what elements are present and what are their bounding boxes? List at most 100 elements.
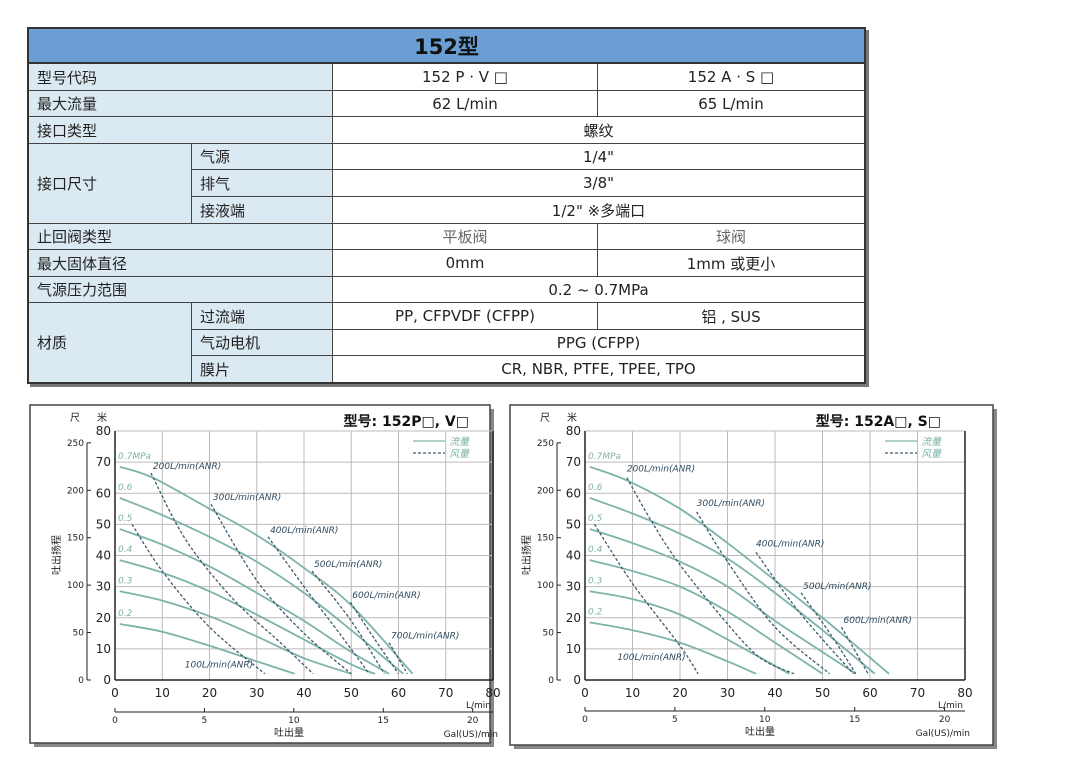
air-curve-700L/min(ANR)	[388, 642, 409, 675]
chart-2: 0 10 20 30 40 50 60 70 8001020304050607080050100…	[509, 404, 997, 749]
y-tick-label: 60	[96, 486, 111, 500]
label-exhaust-port: 排气	[192, 170, 333, 197]
ft-tick-label: 150	[537, 534, 554, 544]
x-unit-label: L/min	[938, 701, 963, 711]
label-max-flow: 最大流量	[29, 91, 333, 117]
x-tick-label: 80	[485, 686, 500, 700]
pressure-curve-0.7MPa	[589, 465, 890, 675]
motor-value: PPG (CFPP)	[333, 330, 864, 356]
air-curve-200L/min(ANR)	[150, 472, 314, 675]
label-air-pressure: 气源压力范围	[29, 277, 333, 303]
x-tick-label: 0	[581, 686, 589, 700]
y-tick-label: 40	[566, 549, 581, 563]
m-unit-label: 米	[97, 411, 107, 424]
pressure-curve-0.3	[589, 590, 790, 675]
x-tick-label: 20	[672, 686, 687, 700]
air-label: 200L/min(ANR)	[627, 465, 695, 475]
model-code-pv: 152 P · V □	[333, 64, 598, 91]
y-tick-label: 10	[96, 642, 111, 656]
y-tick-label: 20	[96, 611, 111, 625]
x-tick-label: 70	[910, 686, 925, 700]
air-label: 500L/min(ANR)	[803, 582, 871, 592]
diaphragm-value: CR, NBR, PTFE, TPEE, TPO	[333, 356, 864, 382]
pressure-label: 0.6	[588, 483, 603, 493]
air-pressure-value: 0.2 ~ 0.7MPa	[333, 277, 864, 303]
y-axis-title: 吐出扬程	[50, 535, 63, 575]
pressure-curve-0.6	[119, 497, 404, 675]
ft-tick-label: 0	[548, 676, 554, 686]
pressure-label: 0.6	[118, 483, 133, 493]
ft-tick-label: 200	[67, 486, 84, 496]
chart-frame	[29, 404, 491, 744]
ft-tick-label: 0	[78, 676, 84, 686]
x-tick-label: 40	[296, 686, 311, 700]
pressure-label: 0.2	[118, 609, 133, 619]
label-model-code: 型号代码	[29, 64, 333, 91]
pressure-label: 0.3	[588, 576, 603, 586]
x-tick-label: 30	[720, 686, 735, 700]
air-label: 600L/min(ANR)	[352, 591, 420, 601]
air-label: 600L/min(ANR)	[844, 616, 912, 626]
check-valve-pv: 平板阀	[333, 224, 598, 250]
x-axis-title: 吐出量	[274, 726, 304, 739]
label-material: 材质	[29, 303, 192, 382]
pressure-curve-0.4	[589, 559, 823, 675]
x-unit-label: L/min	[466, 701, 491, 711]
pressure-label: 0.7MPa	[588, 452, 621, 462]
ft-tick-label: 100	[537, 581, 554, 591]
air-label: 500L/min(ANR)	[314, 560, 382, 570]
y-tick-label: 30	[566, 580, 581, 594]
label-port-type: 接口类型	[29, 117, 333, 144]
y-tick-label: 0	[103, 673, 111, 687]
x-tick-label: 40	[767, 686, 782, 700]
legend-air-label: 风量	[921, 448, 942, 460]
pressure-label: 0.7MPa	[118, 452, 151, 462]
y-axis-title: 吐出扬程	[520, 535, 533, 575]
x-tick-label: 10	[155, 686, 170, 700]
table-title: 152型	[29, 29, 864, 64]
x-tick-label: 30	[249, 686, 264, 700]
y-tick-label: 10	[566, 642, 581, 656]
x-tick-label: 70	[438, 686, 453, 700]
label-port-size: 接口尺寸	[29, 144, 192, 224]
x-tick-label: 50	[815, 686, 830, 700]
x-tick-label: 0	[111, 686, 119, 700]
exhaust-port-value: 3/8"	[333, 170, 864, 197]
y-tick-label: 80	[96, 424, 111, 438]
legend-flow-label: 流量	[921, 436, 942, 448]
gal-tick-label: 20	[939, 715, 951, 725]
pressure-label: 0.2	[588, 607, 603, 617]
label-check-valve: 止回阀类型	[29, 224, 333, 250]
pressure-label: 0.5	[118, 514, 133, 524]
pressure-curve-0.2	[589, 621, 757, 675]
ft-tick-label: 100	[67, 581, 84, 591]
model-code-as: 152 A · S □	[598, 64, 864, 91]
gal-tick-label: 5	[202, 716, 208, 726]
air-curve-300L/min(ANR)	[696, 511, 831, 675]
legend-air-label: 风量	[449, 448, 470, 460]
air-curve-500L/min(ANR)	[311, 570, 385, 675]
pressure-curve-0.4	[119, 559, 376, 675]
label-air-port: 气源	[192, 144, 333, 170]
spec-table: 152型 型号代码 152 P · V □ 152 A · S □ 最大流量 6…	[27, 27, 866, 384]
ft-unit-label: 尺	[70, 412, 80, 424]
y-tick-label: 50	[566, 517, 581, 531]
chart-title: 型号: 152A□, S□	[816, 413, 941, 430]
air-curve-200L/min(ANR)	[626, 477, 795, 675]
air-label: 400L/min(ANR)	[270, 526, 338, 536]
y-tick-label: 80	[566, 424, 581, 438]
pressure-curve-0.5	[119, 528, 390, 675]
y-tick-label: 60	[566, 486, 581, 500]
gal-unit-label: Gal(US)/min	[444, 730, 498, 740]
y-tick-label: 50	[96, 517, 111, 531]
label-wetted: 过流端	[192, 303, 333, 330]
air-label: 300L/min(ANR)	[213, 493, 281, 503]
air-label: 200L/min(ANR)	[153, 462, 221, 472]
wetted-as: 铝 , SUS	[598, 303, 864, 330]
max-flow-as: 65 L/min	[598, 91, 864, 117]
gal-tick-label: 5	[672, 715, 678, 725]
label-liquid-port: 接液端	[192, 197, 333, 224]
x-axis-title: 吐出量	[745, 725, 775, 738]
y-tick-label: 30	[96, 580, 111, 594]
